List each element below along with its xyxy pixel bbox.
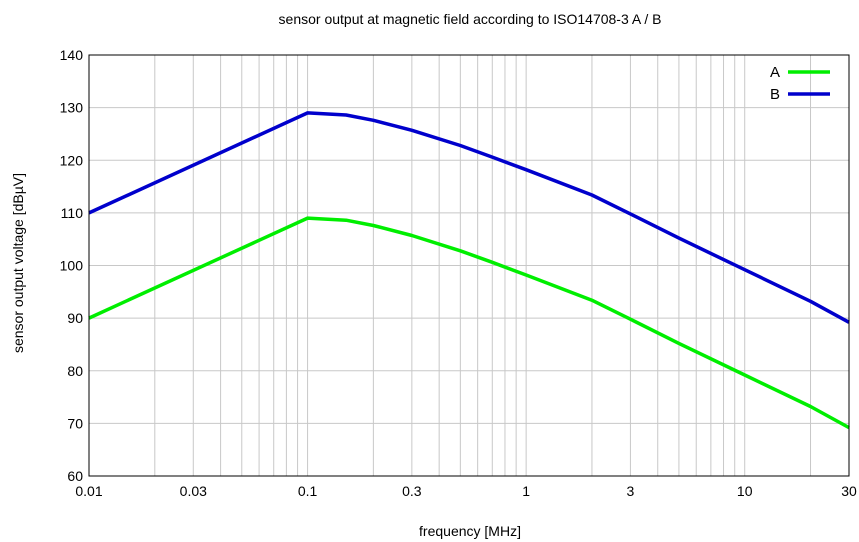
x-tick-label: 0.01 — [75, 483, 102, 499]
x-axis-label: frequency [MHz] — [419, 523, 521, 539]
x-tick-label: 0.3 — [402, 483, 422, 499]
x-tick-label: 1 — [522, 483, 530, 499]
x-tick-label: 0.03 — [180, 483, 207, 499]
y-tick-label: 100 — [60, 258, 84, 274]
y-tick-label: 90 — [67, 310, 83, 326]
y-tick-label: 70 — [67, 415, 83, 431]
series-layer — [88, 111, 850, 430]
plot-frame — [88, 54, 850, 477]
y-axis-label: sensor output voltage [dBµV] — [10, 173, 26, 353]
series-line-a — [88, 216, 850, 430]
y-tick-label: 140 — [60, 47, 84, 63]
grid — [89, 55, 849, 476]
y-tick-label: 110 — [61, 205, 84, 221]
series-line-b — [88, 111, 850, 324]
x-tick-label: 10 — [737, 483, 753, 499]
chart-title: sensor output at magnetic field accordin… — [279, 11, 662, 27]
x-tick-label: 3 — [627, 483, 635, 499]
legend-label-b: B — [770, 86, 780, 103]
y-tick-label: 130 — [60, 100, 84, 116]
y-tick-label: 60 — [67, 468, 83, 484]
x-tick-label: 30 — [841, 483, 857, 499]
y-tick-label: 120 — [60, 152, 84, 168]
y-tick-label: 80 — [67, 363, 83, 379]
x-tick-label: 0.1 — [298, 483, 318, 499]
legend-label-a: A — [770, 64, 780, 81]
tick-labels: 60 70 80 90 100 110 120 130 140 0.01 0.03 0.1 0.3 1 3 1… — [60, 47, 857, 499]
legend: AB — [770, 64, 830, 103]
